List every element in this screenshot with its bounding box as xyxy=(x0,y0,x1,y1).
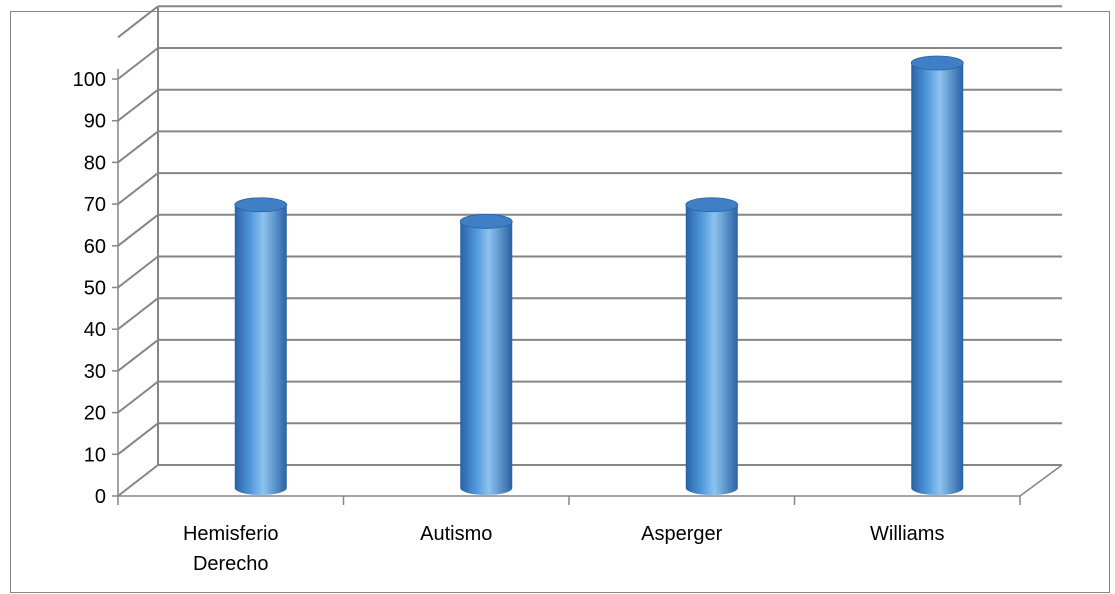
bar-top xyxy=(234,197,288,213)
bar xyxy=(234,197,288,495)
bar-top xyxy=(459,214,513,229)
bar-body xyxy=(911,63,964,495)
axes xyxy=(112,69,1021,505)
gridline-side xyxy=(117,422,159,456)
y-tick-label: 90 xyxy=(84,111,106,133)
y-tick-label: 100 xyxy=(73,69,106,91)
bar-top xyxy=(910,55,964,71)
y-tick-label: 80 xyxy=(84,152,106,174)
gridline-side xyxy=(117,172,159,205)
x-category-label: Asperger xyxy=(641,523,722,545)
gridline-side xyxy=(117,5,159,39)
gridline-side xyxy=(117,380,159,414)
y-tick-label: 70 xyxy=(84,194,106,216)
y-tick-label: 30 xyxy=(84,361,106,383)
bars xyxy=(234,55,964,495)
y-tick-label: 20 xyxy=(84,403,106,425)
x-category-label: Derecho xyxy=(193,553,269,575)
y-tick-labels: 0 10 20 30 40 50 60 70 80 90 100 xyxy=(73,69,106,508)
y-tick-label: 40 xyxy=(84,319,106,341)
bar-body xyxy=(460,221,513,495)
gridline-side xyxy=(117,88,159,122)
bar-top xyxy=(685,197,739,213)
gridline-side xyxy=(117,464,159,497)
y-tick-label: 50 xyxy=(84,278,106,300)
gridline-side xyxy=(117,339,159,372)
gridline-side xyxy=(117,297,159,330)
x-category-label: Hemisferio xyxy=(183,523,279,545)
gridline-side xyxy=(117,214,159,247)
x-category-label: Williams xyxy=(870,523,944,545)
bar-body xyxy=(234,204,287,495)
gridline-side xyxy=(117,47,159,80)
floor-right-edge xyxy=(1019,464,1063,497)
gridline-side xyxy=(117,130,159,164)
bar-body xyxy=(685,204,738,495)
x-category-labels: Hemisferio Derecho Autismo Asperger Williams xyxy=(183,523,945,575)
x-category-label: Autismo xyxy=(420,523,492,545)
y-tick-label: 10 xyxy=(84,444,106,466)
y-tick-label: 0 xyxy=(95,486,106,508)
bar xyxy=(685,197,739,495)
gridline-side xyxy=(117,255,159,289)
bar xyxy=(910,55,964,495)
bar xyxy=(459,214,513,495)
y-tick-label: 60 xyxy=(84,236,106,258)
